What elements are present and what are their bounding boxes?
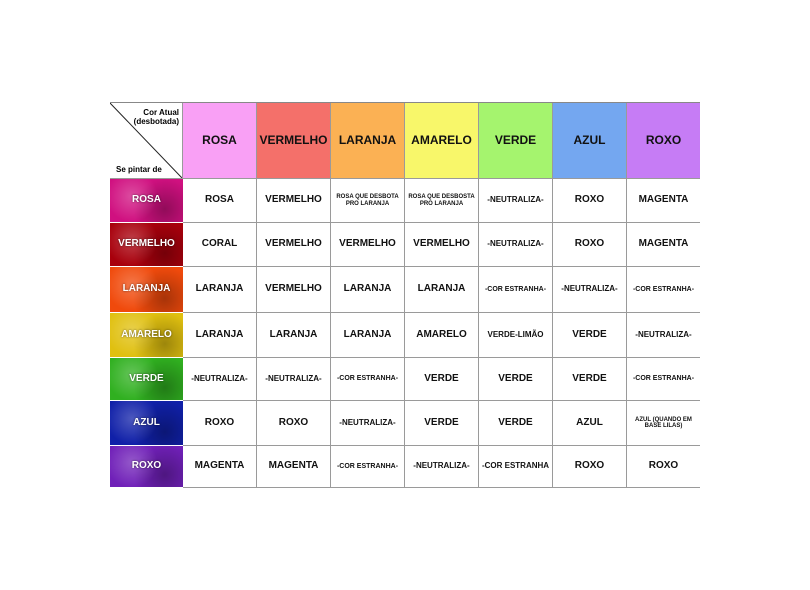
diagonal-divider	[110, 103, 182, 178]
current-color-label-line2: (desbotada)	[133, 116, 179, 126]
row-header-label: VERMELHO	[118, 238, 175, 250]
column-header-laranja: LARANJA	[331, 103, 405, 179]
row-header-azul: AZUL	[110, 401, 183, 446]
result-cell: -NEUTRALIZA-	[331, 401, 405, 446]
result-cell: VERDE-LIMÃO	[479, 313, 553, 358]
result-cell: AZUL	[553, 401, 627, 446]
result-cell: VERMELHO	[257, 223, 331, 267]
row-header-label: LARANJA	[122, 283, 171, 295]
result-cell: -COR ESTRANHA-	[627, 358, 700, 401]
result-cell: ROXO	[553, 179, 627, 223]
row-header-label: AMARELO	[121, 328, 172, 340]
corner-header-cell: Cor Atual (desbotada) Se pintar de	[110, 103, 183, 179]
row-header-label: ROXO	[131, 460, 162, 472]
column-header-amarelo: AMARELO	[405, 103, 479, 179]
result-cell: VERDE	[553, 313, 627, 358]
result-cell: VERMELHO	[257, 179, 331, 223]
current-color-label-line1: Cor Atual	[143, 108, 179, 117]
result-cell: AMARELO	[405, 313, 479, 358]
result-cell: ROSA	[183, 179, 257, 223]
result-cell: LARANJA	[183, 313, 257, 358]
row-header-label: AZUL	[133, 416, 160, 428]
result-cell: -COR ESTRANHA-	[331, 358, 405, 401]
result-cell: -COR ESTRANHA-	[627, 267, 700, 313]
result-cell: ROSA QUE DESBOTA PRO LARANJA	[331, 179, 405, 223]
result-cell: ROSA QUE DESBOSTA PRO LARANJA	[405, 179, 479, 223]
result-cell: -NEUTRALIZA-	[479, 179, 553, 223]
result-cell: -NEUTRALIZA-	[479, 223, 553, 267]
row-header-label: ROSA	[132, 194, 161, 206]
result-cell: ROXO	[257, 401, 331, 446]
result-cell: ROXO	[627, 446, 700, 488]
row-header-laranja: LARANJA	[110, 267, 183, 313]
result-cell: -NEUTRALIZA-	[183, 358, 257, 401]
result-cell: -NEUTRALIZA-	[257, 358, 331, 401]
result-cell: -COR ESTRANHA	[479, 446, 553, 488]
row-header-label: VERDE	[129, 372, 164, 384]
result-cell: -COR ESTRANHA-	[331, 446, 405, 488]
result-cell: VERMELHO	[331, 223, 405, 267]
result-cell: MAGENTA	[183, 446, 257, 488]
column-header-azul: AZUL	[553, 103, 627, 179]
column-header-roxo: ROXO	[627, 103, 700, 179]
result-cell: -COR ESTRANHA-	[479, 267, 553, 313]
result-cell: MAGENTA	[627, 179, 700, 223]
result-cell: LARANJA	[405, 267, 479, 313]
result-cell: ROXO	[183, 401, 257, 446]
result-cell: MAGENTA	[627, 223, 700, 267]
row-header-rosa: ROSA	[110, 179, 183, 223]
result-cell: AZUL (QUANDO EM BASE LILAS)	[627, 401, 700, 446]
result-cell: LARANJA	[331, 267, 405, 313]
result-cell: VERDE	[553, 358, 627, 401]
result-cell: CORAL	[183, 223, 257, 267]
result-cell: ROXO	[553, 223, 627, 267]
result-cell: MAGENTA	[257, 446, 331, 488]
result-cell: VERDE	[405, 358, 479, 401]
result-cell: VERDE	[479, 401, 553, 446]
result-cell: LARANJA	[257, 313, 331, 358]
result-cell: -NEUTRALIZA-	[627, 313, 700, 358]
result-cell: -NEUTRALIZA-	[405, 446, 479, 488]
column-header-verde: VERDE	[479, 103, 553, 179]
row-header-amarelo: AMARELO	[110, 313, 183, 358]
result-cell: VERDE	[405, 401, 479, 446]
row-header-verde: VERDE	[110, 358, 183, 401]
dye-color-label: Se pintar de	[116, 165, 162, 174]
column-header-vermelho: VERMELHO	[257, 103, 331, 179]
result-cell: VERMELHO	[405, 223, 479, 267]
color-mixing-table: Cor Atual (desbotada) Se pintar de ROSA V…	[110, 102, 700, 488]
row-header-vermelho: VERMELHO	[110, 223, 183, 267]
result-cell: ROXO	[553, 446, 627, 488]
result-cell: -NEUTRALIZA-	[553, 267, 627, 313]
row-header-roxo: ROXO	[110, 446, 183, 488]
current-color-label: Cor Atual (desbotada)	[133, 108, 179, 127]
result-cell: VERDE	[479, 358, 553, 401]
column-header-rosa: ROSA	[183, 103, 257, 179]
result-cell: VERMELHO	[257, 267, 331, 313]
result-cell: LARANJA	[331, 313, 405, 358]
result-cell: LARANJA	[183, 267, 257, 313]
